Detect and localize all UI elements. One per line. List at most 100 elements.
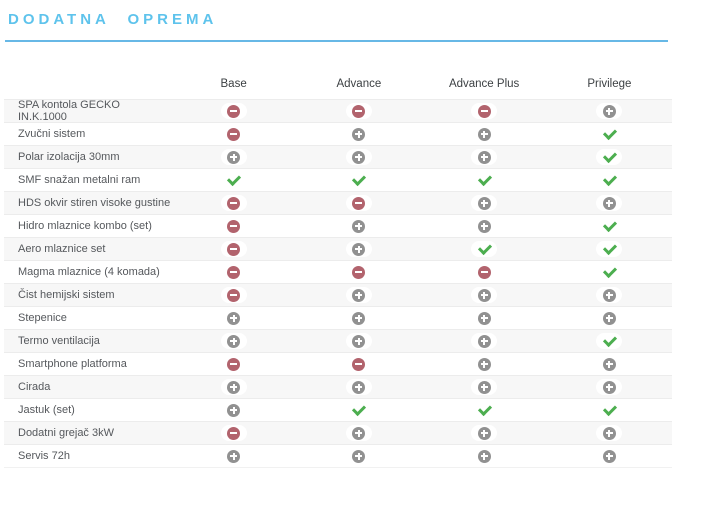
icon-pill: [596, 333, 623, 349]
icon-pill: [220, 195, 247, 211]
icon-pill: [471, 402, 498, 418]
minus-icon: [352, 265, 366, 279]
table-row: Servis 72h: [4, 445, 672, 467]
column-header-privilege: Privilege: [587, 78, 632, 90]
icon-pill: [345, 356, 372, 372]
table-row: Hidro mlaznice kombo (set): [4, 215, 672, 237]
icon-pill: [220, 333, 247, 349]
feature-label: Zvučni sistem: [18, 128, 86, 140]
feature-label: Magma mlaznice (4 komada): [18, 266, 160, 278]
minus-icon: [227, 242, 241, 256]
icon-pill: [596, 195, 623, 211]
option-cell: [547, 126, 672, 142]
icon-pill: [345, 379, 372, 395]
plus-icon: [477, 357, 491, 371]
option-cell: [422, 379, 547, 395]
option-cell: [547, 195, 672, 211]
icon-pill: [596, 103, 623, 119]
option-cell: [171, 356, 296, 372]
table-body: SPA kontola GECKO IN.K.1000 Zvučni siste…: [4, 99, 672, 468]
icon-pill: [596, 402, 623, 418]
minus-icon: [227, 265, 241, 279]
plus-icon: [352, 242, 366, 256]
check-icon: [603, 266, 616, 279]
feature-label: Jastuk (set): [18, 404, 75, 416]
table-header-row: Base Advance Advance Plus Privilege: [4, 78, 672, 90]
icon-pill: [596, 264, 623, 280]
check-icon: [478, 174, 491, 187]
check-icon: [478, 243, 491, 256]
icon-pill: [471, 287, 498, 303]
option-cell: [296, 195, 421, 211]
option-cell: [547, 172, 672, 188]
option-cell: [422, 287, 547, 303]
icon-pill: [471, 218, 498, 234]
option-cell: [547, 287, 672, 303]
plus-icon: [477, 219, 491, 233]
icon-pill: [345, 218, 372, 234]
icon-pill: [471, 425, 498, 441]
option-cell: [296, 379, 421, 395]
plus-icon: [227, 334, 241, 348]
title-underline: [5, 40, 668, 42]
icon-pill: [220, 402, 247, 418]
check-icon: [352, 174, 365, 187]
icon-pill: [220, 379, 247, 395]
option-cell: [422, 425, 547, 441]
icon-pill: [471, 379, 498, 395]
icon-pill: [471, 126, 498, 142]
icon-pill: [220, 310, 247, 326]
icon-pill: [220, 356, 247, 372]
option-cell: [547, 425, 672, 441]
plus-icon: [602, 380, 616, 394]
option-cell: [171, 172, 296, 188]
icon-pill: [345, 195, 372, 211]
minus-icon: [227, 288, 241, 302]
column-header-advance-plus: Advance Plus: [448, 78, 520, 90]
feature-label: Hidro mlaznice kombo (set): [18, 220, 152, 232]
plus-icon: [352, 426, 366, 440]
icon-pill: [596, 172, 623, 188]
minus-icon: [352, 196, 366, 210]
table-row: Stepenice: [4, 307, 672, 329]
icon-pill: [596, 310, 623, 326]
icon-pill: [345, 241, 372, 257]
feature-label: Aero mlaznice set: [18, 243, 106, 255]
plus-icon: [477, 426, 491, 440]
plus-icon: [227, 449, 241, 463]
plus-icon: [227, 380, 241, 394]
plus-icon: [352, 334, 366, 348]
option-cell: [171, 310, 296, 326]
table-row: Termo ventilacija: [4, 329, 672, 353]
plus-icon: [602, 311, 616, 325]
icon-pill: [596, 287, 623, 303]
minus-icon: [227, 127, 241, 141]
plus-icon: [352, 127, 366, 141]
plus-icon: [602, 357, 616, 371]
plus-icon: [602, 449, 616, 463]
option-cell: [296, 448, 421, 464]
plus-icon: [477, 311, 491, 325]
feature-label: Stepenice: [18, 312, 67, 324]
comparison-table: Base Advance Advance Plus Privilege SPA …: [4, 78, 672, 468]
table-row: Cirada: [4, 375, 672, 399]
icon-pill: [220, 241, 247, 257]
option-cell: [171, 379, 296, 395]
plus-icon: [602, 104, 616, 118]
icon-pill: [220, 287, 247, 303]
table-row: SMF snažan metalni ram: [4, 169, 672, 191]
option-cell: [296, 103, 421, 119]
plus-icon: [477, 449, 491, 463]
minus-icon: [227, 357, 241, 371]
plus-icon: [602, 288, 616, 302]
icon-pill: [596, 425, 623, 441]
feature-label: Polar izolacija 30mm: [18, 151, 120, 163]
icon-pill: [471, 448, 498, 464]
option-cell: [296, 356, 421, 372]
icon-pill: [345, 425, 372, 441]
option-cell: [296, 126, 421, 142]
icon-pill: [596, 241, 623, 257]
plus-icon: [227, 403, 241, 417]
icon-pill: [220, 218, 247, 234]
icon-pill: [471, 149, 498, 165]
